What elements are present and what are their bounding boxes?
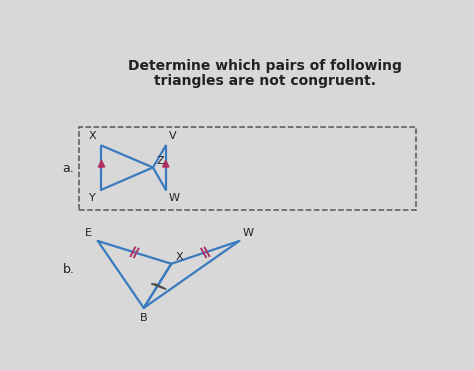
Text: a.: a.	[63, 162, 74, 175]
Text: Y: Y	[89, 192, 96, 202]
Text: W: W	[169, 192, 180, 202]
Text: E: E	[85, 228, 92, 238]
Text: Determine which pairs of following: Determine which pairs of following	[128, 59, 402, 73]
Text: b.: b.	[63, 263, 74, 276]
Text: V: V	[169, 131, 176, 141]
Text: X: X	[176, 252, 183, 262]
Text: W: W	[243, 228, 254, 238]
Text: Z: Z	[156, 156, 164, 166]
Text: X: X	[88, 131, 96, 141]
Text: B: B	[140, 313, 147, 323]
Text: triangles are not congruent.: triangles are not congruent.	[154, 74, 376, 88]
